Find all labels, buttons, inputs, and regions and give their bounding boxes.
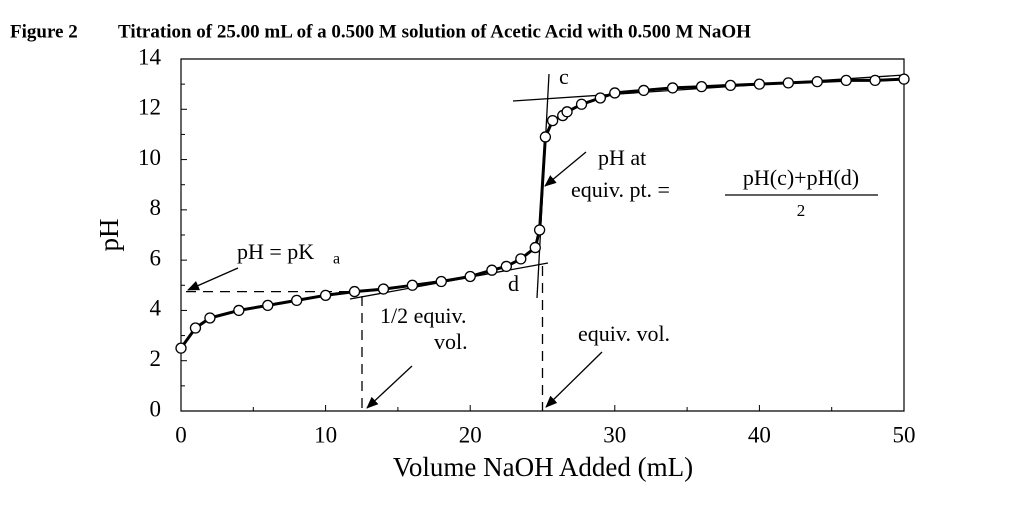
- data-point: [539, 131, 552, 143]
- data-point: [464, 270, 476, 283]
- data-point: [666, 82, 679, 94]
- data-point: [695, 81, 708, 93]
- y-tick-label: 10: [138, 145, 161, 170]
- arrow: [366, 365, 413, 409]
- data-point: [204, 312, 216, 324]
- x-tick-label: 10: [314, 422, 337, 447]
- data-point: [609, 87, 621, 99]
- annotation: pH at: [598, 145, 646, 170]
- data-point: [869, 74, 881, 87]
- data-point: [561, 106, 573, 118]
- data-point: [575, 98, 588, 110]
- data-point: [319, 289, 332, 301]
- annotation: c: [559, 64, 569, 89]
- annotation: 1/2 equiv.: [380, 303, 467, 328]
- x-tick-label: 20: [459, 422, 482, 447]
- data-point: [840, 74, 852, 87]
- arrow: [544, 151, 587, 187]
- data-point: [529, 241, 541, 254]
- data-point: [435, 275, 447, 288]
- data-point: [533, 224, 546, 236]
- fit-curve: [179, 77, 905, 349]
- y-tick-label: 12: [138, 95, 161, 120]
- annotation: d: [508, 271, 519, 296]
- x-tick-label: 0: [175, 422, 187, 447]
- annotation: equiv. pt. =: [571, 177, 670, 202]
- data-point: [486, 264, 498, 276]
- y-tick-label: 2: [150, 346, 162, 371]
- x-tick-label: 50: [893, 422, 916, 447]
- annotation: pH(c)+pH(d): [743, 165, 859, 190]
- annotation: 2: [797, 201, 806, 220]
- annotation: equiv. vol.: [578, 321, 670, 346]
- x-tick-label: 40: [748, 422, 771, 447]
- data-point: [782, 77, 794, 89]
- data-point: [175, 342, 187, 354]
- data-point: [811, 75, 823, 88]
- y-tick-label: 0: [150, 396, 162, 421]
- data-point: [753, 78, 766, 90]
- data-point: [500, 260, 513, 273]
- y-tick-label: 6: [150, 245, 162, 270]
- data-point: [898, 73, 910, 85]
- data-point: [262, 299, 274, 312]
- data-point: [406, 279, 419, 291]
- arrow: [545, 351, 603, 408]
- y-tick-label: 14: [138, 44, 162, 69]
- data-point: [638, 84, 650, 97]
- x-tick-label: 30: [603, 422, 626, 447]
- arrow: [187, 267, 239, 291]
- data-point: [594, 92, 606, 104]
- chart-title: Titration of 25.00 mL of a 0.500 M solut…: [118, 21, 751, 42]
- x-axis-title: Volume NaOH Added (mL): [393, 452, 693, 482]
- data-point: [724, 79, 737, 92]
- y-axis-title: pH: [94, 219, 124, 252]
- data-point: [515, 253, 527, 265]
- annotation: vol.: [434, 329, 468, 354]
- data-point: [377, 283, 390, 295]
- data-point: [348, 285, 361, 298]
- annotation: pH = pK: [237, 239, 314, 264]
- data-point: [233, 304, 245, 317]
- data-point: [291, 294, 303, 307]
- figure-label: Figure 2: [10, 21, 78, 42]
- data-point: [546, 114, 559, 127]
- y-tick-label: 4: [150, 296, 162, 321]
- y-tick-label: 8: [150, 195, 162, 220]
- annotation: a: [333, 251, 340, 268]
- data-point: [189, 322, 202, 334]
